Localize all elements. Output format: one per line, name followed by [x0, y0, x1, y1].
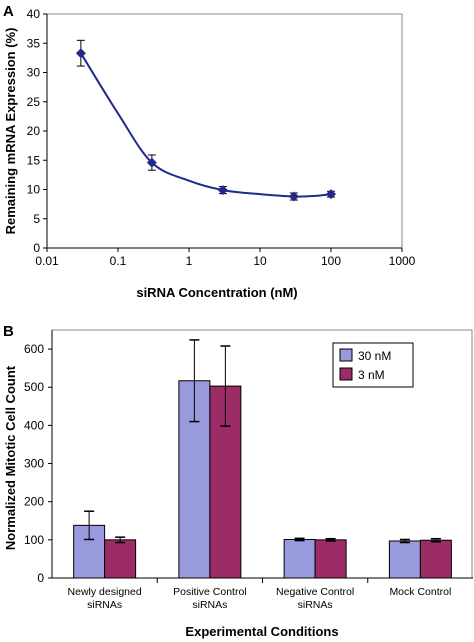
panel-b-bar	[388, 540, 421, 579]
panel-a-y-tick-label: 20	[27, 124, 41, 138]
panel-b-bar	[314, 539, 347, 579]
panel-b-category-label: siRNAs	[87, 599, 122, 611]
panel-b-y-tick-label: 200	[24, 495, 44, 509]
panel-a-x-axis-title: siRNA Concentration (nM)	[136, 285, 297, 300]
panel-b-legend-label: 3 nM	[358, 368, 385, 382]
panel-a-y-tick-label: 5	[33, 212, 40, 226]
panel-a-data-point	[75, 48, 86, 59]
panel-b-category-label: Positive Control	[173, 586, 247, 598]
panel-b-y-tick-label: 0	[37, 571, 44, 585]
panel-b-bar	[419, 539, 452, 579]
panel-a-plot-frame	[46, 13, 403, 249]
panel-a-y-tick-label: 30	[27, 66, 41, 80]
panel-a-letter: A	[3, 3, 14, 20]
panel-a-y-tick-label: 15	[27, 153, 41, 167]
panel-a-series-line	[80, 52, 332, 198]
panel-b-y-axis-title: Normalized Mitotic Cell Count	[3, 365, 18, 550]
panel-a-x-tick-label: 1	[186, 254, 193, 268]
panel-a-y-tick-label: 0	[33, 241, 40, 255]
panel-a-y-tick-label: 10	[27, 183, 41, 197]
panel-a-x-tick-label: 0.01	[35, 254, 59, 268]
panel-a-x-tick-label: 10	[253, 254, 267, 268]
panel-a-y-axis-title: Remaining mRNA Expression (%)	[3, 28, 18, 235]
panel-a-data-point	[288, 191, 299, 202]
panel-b-category-label: siRNAs	[192, 599, 227, 611]
panel-b-legend: 30 nM 3 nM	[332, 342, 414, 388]
panel-b-legend-label: 30 nM	[358, 349, 391, 363]
panel-a-line-chart: A Remaining mRNA Expression (%) siRNA Co…	[3, 3, 416, 300]
panel-b-y-tick-label: 100	[24, 533, 44, 547]
panel-b-y-tick-label: 300	[24, 457, 44, 471]
panel-a-x-tick-label: 100	[321, 254, 341, 268]
panel-b-legend-swatch	[339, 348, 353, 362]
panel-b-category-label: Mock Control	[389, 586, 451, 598]
panel-a-x-tick-label: 0.1	[110, 254, 127, 268]
panel-b-y-tick-label: 500	[24, 380, 44, 394]
panel-b-bar	[283, 538, 316, 579]
panel-b-letter: B	[3, 323, 14, 340]
panel-a-y-tick-label: 35	[27, 36, 41, 50]
panel-b-category-label: Newly designed	[68, 586, 142, 598]
panel-b-legend-swatch	[339, 367, 353, 381]
panel-a-y-tick-label: 25	[27, 95, 41, 109]
panel-b-bar	[104, 539, 137, 579]
panel-b-y-tick-label: 600	[24, 342, 44, 356]
panel-b-x-axis-title: Experimental Conditions	[185, 624, 338, 639]
panel-a-x-tick-label: 1000	[389, 254, 416, 268]
panel-a-y-tick-label: 40	[27, 7, 41, 21]
panel-b-category-label: siRNAs	[298, 599, 333, 611]
panel-a-data-point	[326, 189, 336, 200]
panel-b-y-tick-label: 400	[24, 418, 44, 432]
panel-b-bar-chart: B Normalized Mitotic Cell Count Experime…	[3, 323, 473, 639]
panel-b-category-label: Negative Control	[276, 586, 354, 598]
panel-a-data-point	[217, 185, 228, 196]
panel-a-data-point	[146, 157, 157, 168]
